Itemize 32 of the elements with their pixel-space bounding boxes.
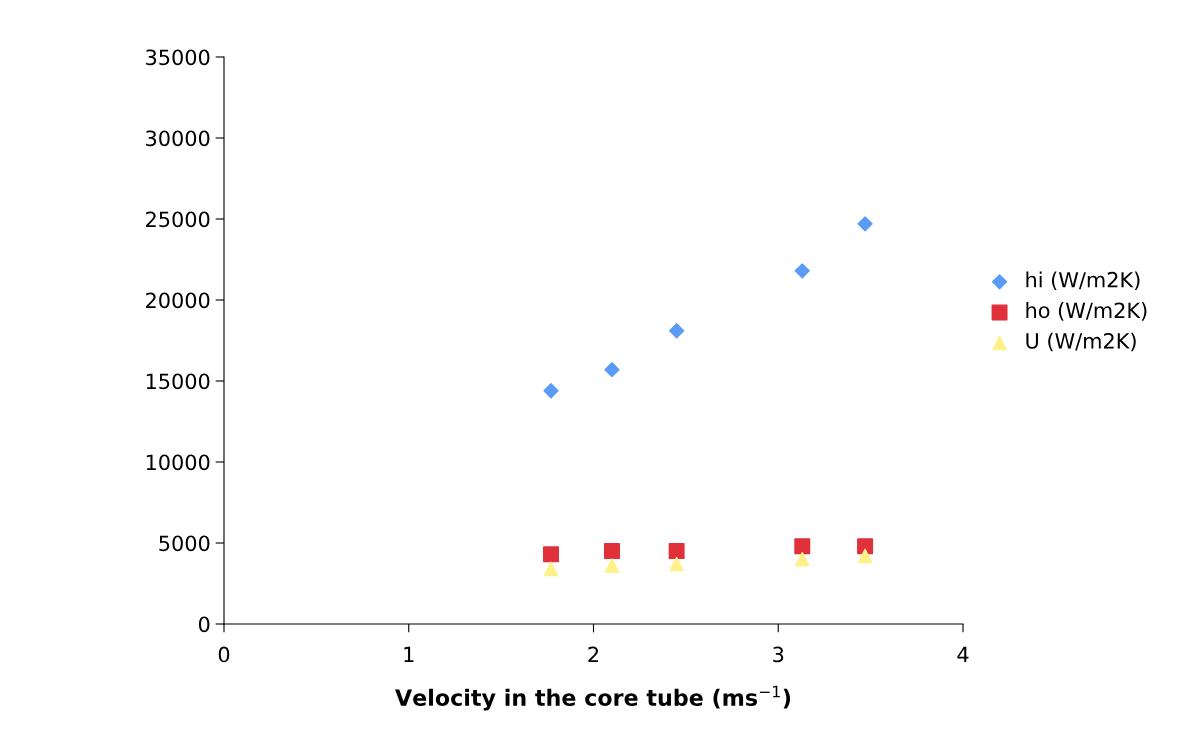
x-tick-label: 3 xyxy=(773,646,784,663)
y-tick-label: 35000 xyxy=(146,49,210,66)
y-tick-label: 30000 xyxy=(146,130,210,147)
legend-label: ho (W/m2K) xyxy=(1026,302,1147,321)
x-axis-title: Velocity in the core tube (ms$^{−1}$) xyxy=(395,685,791,711)
point xyxy=(857,216,873,232)
y-tick-label: 10000 xyxy=(146,454,210,471)
point xyxy=(603,543,620,560)
x-tick-label: 2 xyxy=(588,646,599,663)
point xyxy=(857,548,873,564)
point xyxy=(857,538,874,555)
x-tick-label: 0 xyxy=(218,646,230,663)
point xyxy=(543,561,559,577)
point xyxy=(668,323,685,339)
point xyxy=(604,558,620,573)
y-tick-label: 15000 xyxy=(146,373,210,390)
y-tick-label: 20000 xyxy=(146,292,210,309)
x-tick-label: 1 xyxy=(404,646,414,663)
point xyxy=(604,362,620,378)
point xyxy=(668,543,685,560)
y-tick-label: 0 xyxy=(198,616,210,633)
point xyxy=(543,546,559,563)
x-tick-label: 4 xyxy=(957,646,969,663)
point xyxy=(543,383,559,399)
y-tick-label: 25000 xyxy=(146,211,210,228)
point xyxy=(669,556,684,572)
point xyxy=(794,551,810,567)
point xyxy=(794,538,811,555)
legend-label: U (W/m2K) xyxy=(1026,332,1136,352)
point xyxy=(794,263,810,279)
legend-label: hi (W/m2K) xyxy=(1026,271,1140,291)
y-tick-label: 5000 xyxy=(159,535,210,552)
